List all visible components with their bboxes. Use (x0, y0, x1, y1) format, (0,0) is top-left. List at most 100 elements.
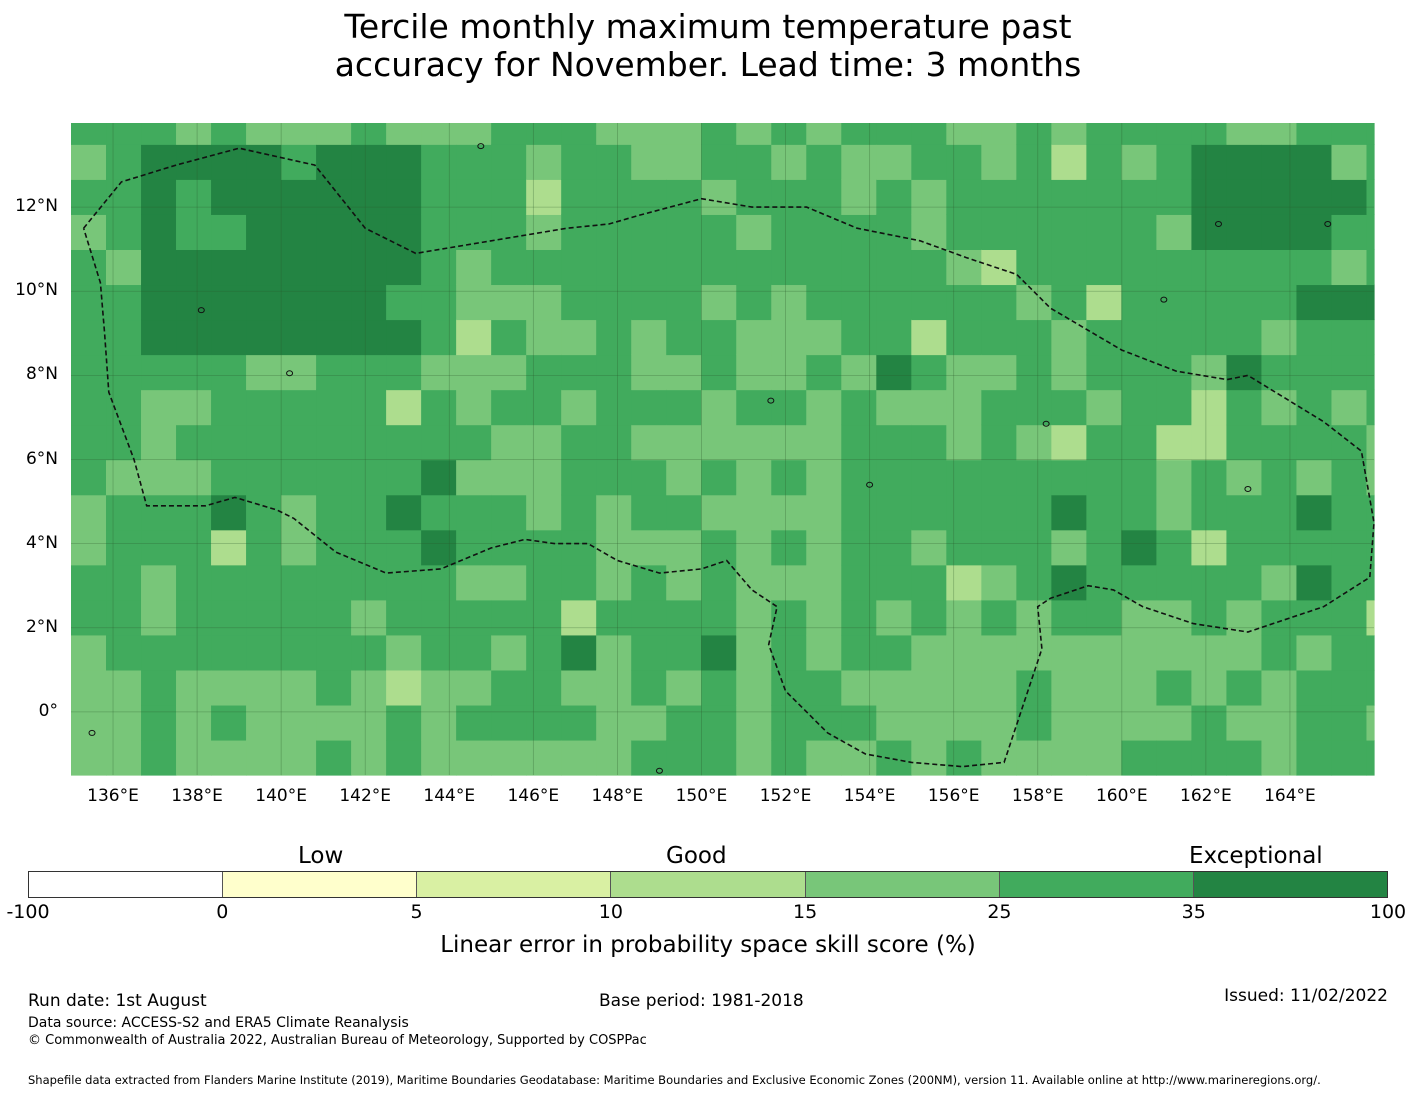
run-date: Run date: 1st August (28, 991, 207, 1011)
skill-cell (491, 354, 527, 391)
skill-cell (806, 354, 842, 391)
skill-cell (631, 599, 667, 636)
skill-cell (701, 529, 737, 566)
y-tick-label: 10°N (15, 280, 58, 301)
colorbar-label: Linear error in probability space skill … (440, 932, 976, 958)
skill-cell (771, 599, 807, 636)
skill-cell (1261, 144, 1298, 180)
skill-cell (71, 459, 107, 496)
skill-cell (106, 249, 142, 286)
skill-cell (1016, 669, 1052, 706)
skill-cell (211, 564, 247, 601)
skill-cell (1366, 123, 1375, 145)
colorbar-segment (999, 872, 1194, 897)
skill-cell (1051, 179, 1087, 215)
skill-cell (1261, 634, 1298, 671)
skill-cell (1191, 529, 1228, 566)
skill-cell (1261, 319, 1298, 356)
skill-cell (71, 354, 107, 391)
skill-cell (351, 669, 387, 706)
skill-cell (1366, 249, 1375, 286)
skill-cell (1156, 123, 1193, 145)
skill-cell (1331, 214, 1368, 250)
skill-cell (666, 494, 702, 531)
skill-cell (176, 704, 212, 741)
skill-cell (1296, 564, 1333, 601)
skill-cell (596, 459, 632, 496)
skill-cell (841, 214, 877, 250)
skill-cell (771, 179, 807, 215)
skill-cell (806, 319, 842, 356)
skill-cell (176, 123, 212, 145)
skill-cell (141, 739, 177, 776)
skill-cell (176, 284, 212, 321)
skill-cell (526, 669, 562, 706)
skill-cell (1156, 459, 1193, 496)
skill-cell (806, 424, 842, 461)
skill-cell (246, 179, 282, 215)
skill-cell (1296, 179, 1333, 215)
skill-cell (71, 564, 107, 601)
skill-cell (911, 424, 947, 461)
skill-cell (71, 529, 107, 566)
skill-cell (771, 284, 807, 321)
skill-cell (876, 634, 912, 671)
skill-cell (71, 179, 107, 215)
skill-cell (1191, 144, 1228, 180)
skill-cell (806, 564, 842, 601)
skill-cell (1191, 284, 1228, 321)
skill-cell (176, 739, 212, 776)
skill-cell (596, 284, 632, 321)
skill-cell (666, 424, 702, 461)
skill-cell (1121, 389, 1157, 426)
skill-cell (211, 634, 247, 671)
skill-cell (491, 564, 527, 601)
skill-cell (946, 494, 982, 531)
skill-cell (71, 249, 107, 286)
skill-cell (1296, 284, 1333, 321)
skill-cell (876, 144, 912, 180)
colorbar-segment (29, 872, 224, 897)
skill-cell (246, 564, 282, 601)
skill-cell (71, 144, 107, 180)
skill-cell (211, 354, 247, 391)
skill-cell (351, 564, 387, 601)
skill-cell (1121, 319, 1157, 356)
skill-cell (281, 739, 317, 776)
skill-cell (806, 389, 842, 426)
skill-cell (1331, 144, 1368, 180)
skill-cell (666, 179, 702, 215)
skill-cell (771, 214, 807, 250)
skill-cell (211, 529, 247, 566)
skill-cell (1051, 214, 1087, 250)
skill-cell (456, 669, 492, 706)
skill-cell (246, 389, 282, 426)
skill-cell (561, 494, 597, 531)
skill-cell (1191, 249, 1228, 286)
skill-cell (1261, 459, 1298, 496)
skill-cell (701, 214, 737, 250)
skill-cell (491, 214, 527, 250)
skill-cell (1121, 669, 1157, 706)
skill-cell (946, 214, 982, 250)
skill-cell (911, 144, 947, 180)
skill-cell (631, 214, 667, 250)
skill-cell (701, 669, 737, 706)
y-tick-label: 12°N (15, 196, 58, 217)
skill-cell (491, 144, 527, 180)
skill-cell (386, 249, 422, 286)
skill-cell (561, 739, 597, 776)
skill-cell (526, 319, 562, 356)
skill-cell (1226, 459, 1263, 496)
skill-cell (946, 179, 982, 215)
skill-cell (701, 319, 737, 356)
island-outline (286, 370, 294, 377)
skill-cell (71, 599, 107, 636)
skill-cell (176, 529, 212, 566)
skill-cell (841, 179, 877, 215)
skill-cell (1121, 249, 1157, 286)
skill-cell (1156, 669, 1193, 706)
skill-cell (1086, 424, 1122, 461)
skill-cell (1086, 459, 1122, 496)
skill-cell (911, 179, 947, 215)
